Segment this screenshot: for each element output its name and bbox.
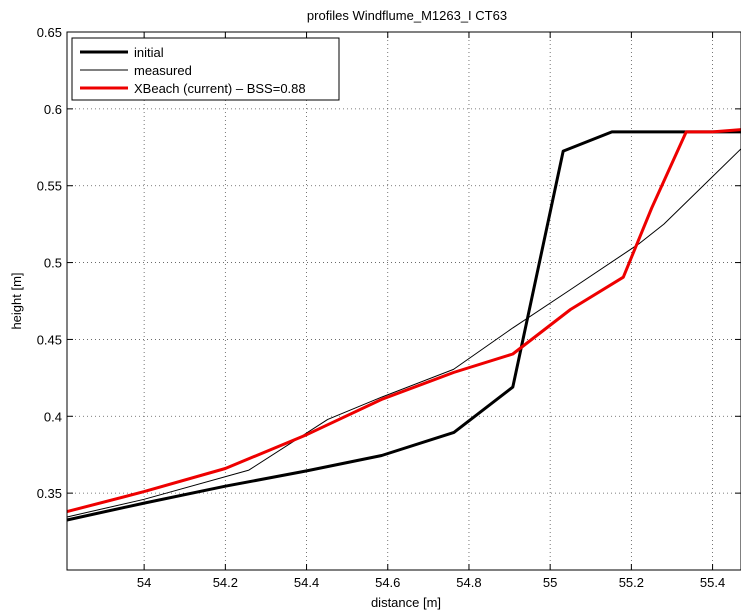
x-axis-label: distance [m] (371, 595, 441, 610)
grid (67, 31, 741, 570)
x-tick-label: 55 (543, 575, 557, 590)
series-line-2 (66, 128, 741, 514)
chart-title: profiles Windflume_M1263_I CT63 (307, 8, 507, 23)
x-tick-label: 54.6 (375, 575, 400, 590)
x-tick-label: 55.4 (700, 575, 725, 590)
x-tick-label: 54.8 (456, 575, 481, 590)
series-line-0 (66, 130, 741, 522)
legend-label-xbeach: XBeach (current) – BSS=0.88 (134, 81, 306, 96)
series-group (66, 128, 741, 522)
x-tick-label: 54.4 (294, 575, 319, 590)
legend-box (71, 37, 340, 101)
y-tick-label: 0.35 (37, 486, 62, 501)
y-tick-label: 0.4 (44, 409, 62, 424)
x-tick-label: 54 (137, 575, 151, 590)
legend-label-initial: initial (134, 45, 164, 60)
y-tick-label: 0.5 (44, 256, 62, 271)
ticks: 54 54.2 54.4 54.6 54.8 55 55.2 55.4 0.35 0.4 0.45 0… (37, 25, 741, 590)
plot-frame (66, 31, 741, 571)
x-tick-label: 55.2 (619, 575, 644, 590)
legend-label-measured: measured (134, 63, 192, 78)
x-tick-label: 54.2 (213, 575, 238, 590)
y-tick-label: 0.6 (44, 102, 62, 117)
series-line-1 (66, 148, 741, 518)
y-tick-label: 0.55 (37, 179, 62, 194)
legend: initial measured XBeach (current) – BSS=… (71, 37, 340, 101)
y-tick-label: 0.65 (37, 25, 62, 40)
y-axis-label: height [m] (9, 272, 24, 329)
y-tick-label: 0.45 (37, 332, 62, 347)
